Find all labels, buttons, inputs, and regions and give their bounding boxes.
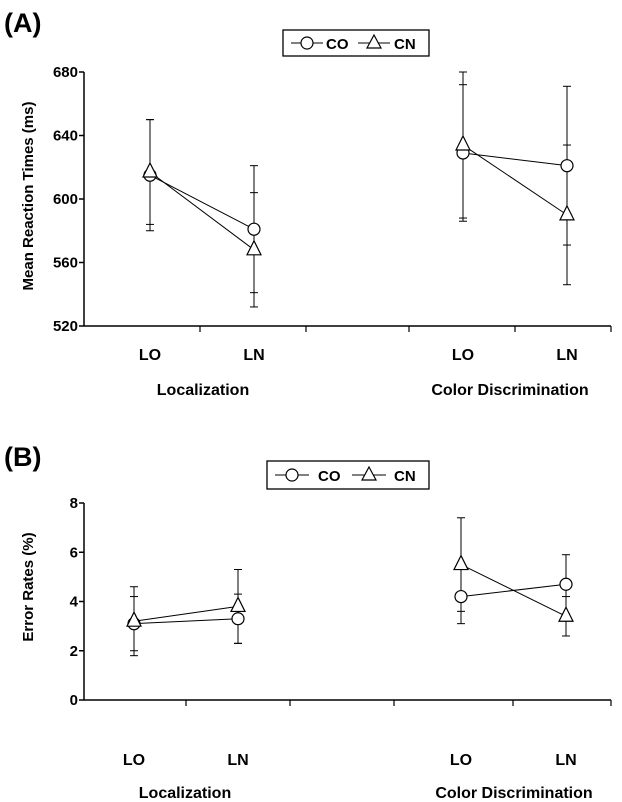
panel-b-category-label: LN <box>555 752 576 769</box>
panel-a-legend-cn-label: CN <box>394 36 416 53</box>
panel-a-category-label: LO <box>452 347 474 364</box>
panel-a-series-cn-point <box>559 204 575 221</box>
panel-a-y-tick-label: 600 <box>53 191 78 208</box>
panel-a-series-cn-line <box>149 171 255 251</box>
panel-a-y-tick-label: 680 <box>53 64 78 81</box>
panel-b-y-tick-label: 2 <box>70 643 78 660</box>
panel-a-y-tick-label: 640 <box>53 128 78 145</box>
panel-b-series-co-point <box>454 589 468 604</box>
panel-a: (A) CO CN 520 560 600 640 680 LO LN LO LN Mean R… <box>4 8 612 399</box>
panel-a-series-cn-line <box>462 144 568 216</box>
panel-b-legend: CO CN <box>266 460 430 490</box>
panel-a-legend-co-marker <box>300 36 314 50</box>
panel-a-category-label: LN <box>556 347 577 364</box>
panel-a-category-label: LN <box>243 347 264 364</box>
panel-b-series-cn-point <box>453 554 469 571</box>
panel-b-legend-co-marker <box>285 468 299 482</box>
panel-a-plot: 520 560 600 640 680 LO LN LO LN <box>53 64 612 364</box>
panel-b-legend-cn-marker <box>360 465 378 481</box>
panel-a-series-co-point <box>247 222 261 236</box>
panel-a-y-tick-label: 520 <box>53 318 78 335</box>
panel-b-series-cn-line <box>133 605 239 622</box>
panel-b-y-tick-label: 4 <box>70 594 79 611</box>
panel-b-category-label: LN <box>227 752 248 769</box>
panel-b-series-cn-point <box>230 596 246 613</box>
panel-b-y-tick-label: 6 <box>70 544 78 561</box>
panel-b-series-co-point <box>231 612 245 626</box>
panel-b-category-label: LO <box>450 752 472 769</box>
panel-a-group-label-localization: Localization <box>157 382 249 399</box>
panel-a-category-label: LO <box>139 347 161 364</box>
panel-b-category-label: LO <box>123 752 145 769</box>
panel-a-label: (A) <box>4 8 41 38</box>
panel-b-y-tick-label: 0 <box>70 692 78 709</box>
panel-b-series-co-line <box>133 618 239 625</box>
panel-a-series-cn-point <box>455 134 471 151</box>
panel-b-group-label-localization: Localization <box>139 785 231 802</box>
panel-a-legend-cn-marker <box>365 33 383 49</box>
panel-b-series-cn-line <box>460 564 567 617</box>
panel-b-plot: 0 2 4 6 8 LO LN LO LN <box>70 495 612 769</box>
panel-b-series-co-point <box>559 577 573 591</box>
panel-a-series-co-point <box>560 159 574 173</box>
panel-a-y-tick-label: 560 <box>53 255 78 272</box>
panel-a-series-cn-point <box>246 239 262 256</box>
panel-b-legend-co-label: CO <box>318 468 341 485</box>
panel-a-series-cn-point <box>142 161 158 178</box>
panel-a-series-co-line <box>462 152 568 167</box>
panel-a-series-co-line <box>149 174 255 230</box>
panel-b-series-cn-point <box>558 605 574 622</box>
panel-b-legend-cn-label: CN <box>394 468 416 485</box>
panel-b-series-cn-point <box>126 610 142 627</box>
panel-b-y-tick-label: 8 <box>70 495 78 512</box>
panel-a-group-label-color-discrimination: Color Discrimination <box>431 382 588 399</box>
panel-a-legend: CO CN <box>282 29 430 57</box>
panel-b-label: (B) <box>4 442 41 472</box>
panel-b-y-axis-title: Error Rates (%) <box>20 532 37 641</box>
panel-a-y-axis-title: Mean Reaction Times (ms) <box>20 102 37 291</box>
panel-a-legend-co-label: CO <box>326 36 349 53</box>
panel-b-group-label-color-discrimination: Color Discrimination <box>435 785 592 802</box>
